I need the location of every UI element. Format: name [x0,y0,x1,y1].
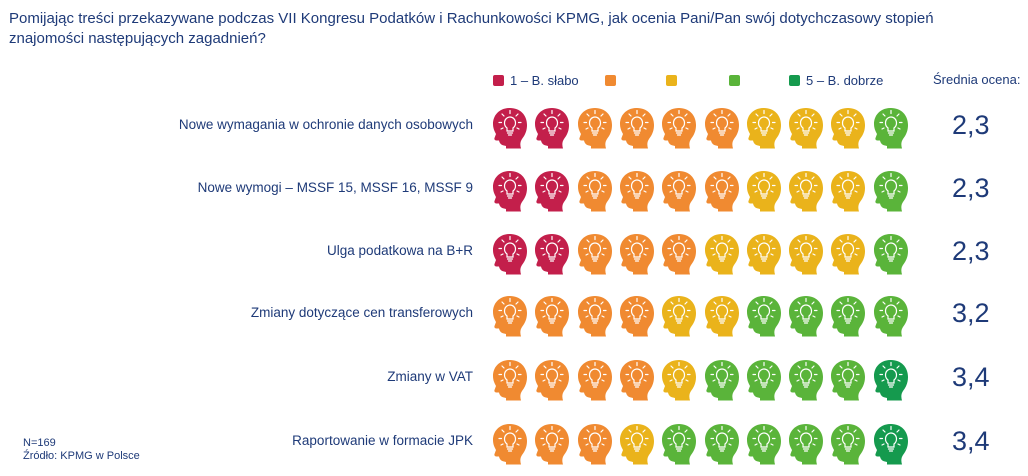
head-with-lightbulb-icon [744,231,784,275]
head-with-lightbulb-icon [490,293,530,337]
head-with-lightbulb-icon [871,168,911,212]
legend-label-1: 1 – B. słabo [510,72,579,88]
head-with-lightbulb-icon [828,421,868,465]
head-with-lightbulb-icon [871,231,911,275]
head-with-lightbulb-icon [786,293,826,337]
head-with-lightbulb-icon [828,293,868,337]
head-with-lightbulb-icon [532,168,572,212]
head-with-lightbulb-icon [575,357,615,401]
head-with-lightbulb-icon [702,231,742,275]
legend-swatch-5 [789,74,800,86]
average-score: 3,4 [952,362,990,392]
head-with-lightbulb-icon [786,105,826,149]
head-with-lightbulb-icon [828,357,868,401]
legend-swatch-2 [605,74,616,86]
head-with-lightbulb-icon [702,105,742,149]
average-score: 2,3 [952,173,990,203]
head-with-lightbulb-icon [871,421,911,465]
head-with-lightbulb-icon [744,357,784,401]
head-with-lightbulb-icon [871,105,911,149]
head-with-lightbulb-icon [532,421,572,465]
head-with-lightbulb-icon [828,231,868,275]
head-with-lightbulb-icon [490,105,530,149]
head-with-lightbulb-icon [659,168,699,212]
legend-swatch-3 [666,74,677,86]
head-with-lightbulb-icon [702,357,742,401]
head-with-lightbulb-icon [744,168,784,212]
legend-item-1: 1 – B. słabo [493,70,579,90]
head-with-lightbulb-icon [871,357,911,401]
legend-item-5: 5 – B. dobrze [789,70,883,90]
average-score: 3,2 [952,298,990,328]
head-with-lightbulb-icon [744,105,784,149]
average-score: 2,3 [952,110,990,140]
head-with-lightbulb-icon [575,168,615,212]
head-with-lightbulb-icon [575,421,615,465]
head-with-lightbulb-icon [871,293,911,337]
head-with-lightbulb-icon [617,105,657,149]
head-with-lightbulb-icon [786,421,826,465]
head-with-lightbulb-icon [490,421,530,465]
head-with-lightbulb-icon [617,231,657,275]
row-label: Raportowanie w formacie JPK [292,433,473,448]
head-with-lightbulb-icon [490,168,530,212]
head-with-lightbulb-icon [575,105,615,149]
chart-row: Zmiany dotyczące cen transferowych 3,2 [0,293,1028,337]
chart-row: Nowe wymogi – MSSF 15, MSSF 16, MSSF 9 2,… [0,168,1028,212]
chart-row: Zmiany w VAT 3,4 [0,357,1028,401]
head-with-lightbulb-icon [490,231,530,275]
average-header: Średnia ocena: [933,72,1021,87]
row-label: Nowe wymogi – MSSF 15, MSSF 16, MSSF 9 [197,180,473,195]
row-label: Zmiany w VAT [387,369,473,384]
row-label: Ulga podatkowa na B+R [327,243,473,258]
head-with-lightbulb-icon [659,293,699,337]
head-with-lightbulb-icon [702,168,742,212]
average-score: 3,4 [952,426,990,456]
chart-row: Nowe wymagania w ochronie danych osobowy… [0,105,1028,149]
sample-size: N=169 [23,437,56,449]
head-with-lightbulb-icon [786,231,826,275]
head-with-lightbulb-icon [786,168,826,212]
legend-swatch-1 [493,74,504,86]
legend-label-5: 5 – B. dobrze [806,72,884,88]
legend-item-3 [666,70,677,90]
legend-item-4 [729,70,740,90]
head-with-lightbulb-icon [575,293,615,337]
head-with-lightbulb-icon [617,357,657,401]
head-with-lightbulb-icon [532,293,572,337]
chart-row: Ulga podatkowa na B+R 2,3 [0,231,1028,275]
head-with-lightbulb-icon [617,421,657,465]
head-with-lightbulb-icon [659,357,699,401]
legend: 1 – B. słabo 5 – B. dobrze [0,70,1028,90]
head-with-lightbulb-icon [828,105,868,149]
head-with-lightbulb-icon [532,105,572,149]
head-with-lightbulb-icon [744,421,784,465]
head-with-lightbulb-icon [659,231,699,275]
question-title: Pomijając treści przekazywane podczas VI… [9,10,934,47]
head-with-lightbulb-icon [617,168,657,212]
average-score: 2,3 [952,236,990,266]
head-with-lightbulb-icon [575,231,615,275]
source-note: Źródło: KPMG w Polsce [23,450,140,462]
head-with-lightbulb-icon [659,421,699,465]
head-with-lightbulb-icon [744,293,784,337]
row-label: Zmiany dotyczące cen transferowych [250,305,473,320]
legend-swatch-4 [729,74,740,86]
head-with-lightbulb-icon [828,168,868,212]
head-with-lightbulb-icon [786,357,826,401]
head-with-lightbulb-icon [490,357,530,401]
chart-row: Raportowanie w formacie JPK 3,4 [0,421,1028,465]
head-with-lightbulb-icon [532,357,572,401]
legend-item-2 [605,70,616,90]
head-with-lightbulb-icon [532,231,572,275]
footnote: N=169 Źródło: KPMG w Polsce [23,437,140,463]
head-with-lightbulb-icon [617,293,657,337]
head-with-lightbulb-icon [702,421,742,465]
row-label: Nowe wymagania w ochronie danych osobowy… [178,117,473,132]
head-with-lightbulb-icon [702,293,742,337]
head-with-lightbulb-icon [659,105,699,149]
